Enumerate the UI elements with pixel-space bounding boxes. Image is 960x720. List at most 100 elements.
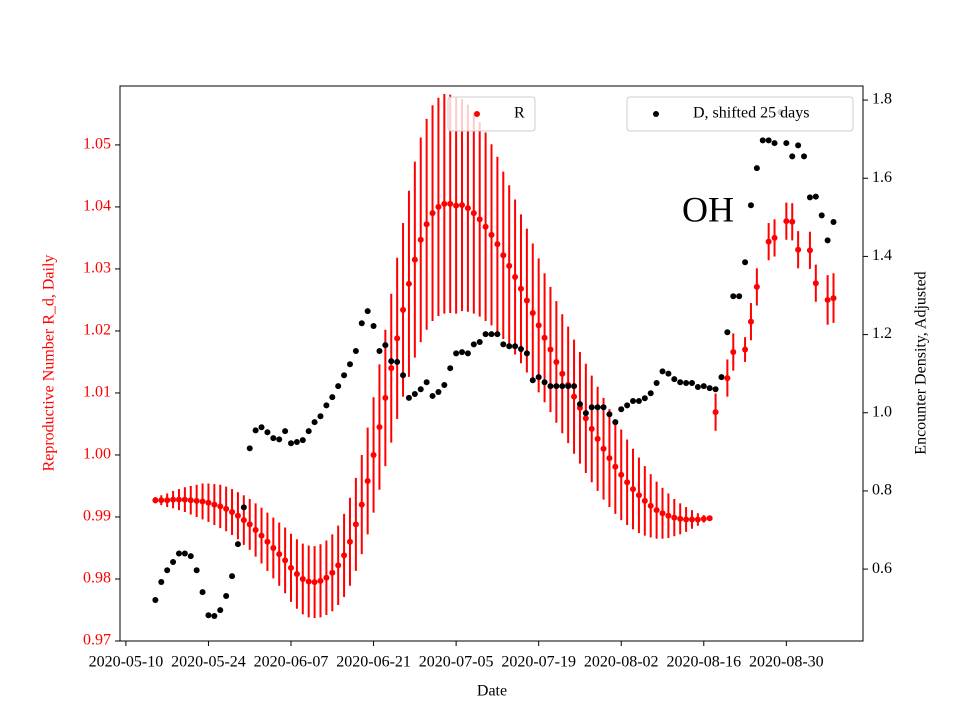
point [417,386,424,393]
point [724,329,731,336]
point [187,553,194,560]
point [476,339,483,346]
point [529,377,536,384]
point [653,380,660,387]
point [364,478,371,485]
point [240,504,247,511]
point [323,402,330,409]
y-tick-label: 1.05 [83,136,111,153]
point [264,538,271,545]
point [405,394,412,401]
point [588,404,595,411]
point [341,372,348,379]
point [305,578,312,585]
point [795,142,802,149]
point [647,502,654,509]
point [417,236,424,243]
annotation: OH [682,189,734,229]
point [600,404,607,411]
point [730,293,737,300]
y2-tick-label: 1.4 [872,247,892,264]
point [818,212,825,219]
point [517,346,524,353]
point [346,538,353,545]
point [459,202,466,209]
x-tick-label: 2020-07-19 [501,654,576,671]
point [742,259,749,266]
point [688,516,695,523]
point [671,376,678,383]
point [618,471,625,478]
point [341,552,348,559]
point [765,137,772,144]
point [812,280,819,287]
y-tick-label: 0.99 [83,508,111,525]
point [506,262,513,269]
x-tick-label: 2020-08-30 [749,654,824,671]
legend-label: D, shifted 25 days [693,105,809,122]
point [706,385,713,392]
point [211,612,218,619]
point [512,273,519,280]
point [688,380,695,387]
point [506,343,513,350]
point [535,374,542,381]
point [158,578,165,585]
point [299,575,306,582]
point [175,496,182,503]
point [246,521,253,528]
point [724,375,731,382]
legend-marker [653,111,659,117]
point [683,380,690,387]
point [824,237,831,244]
point [252,527,259,533]
point [170,496,177,503]
x-tick-label: 2020-07-05 [419,654,494,671]
point [547,346,554,353]
point [240,517,247,524]
point [305,428,312,435]
legend-box [626,96,854,132]
point [765,238,772,245]
x-tick-label: 2020-08-16 [666,654,741,671]
point [382,394,389,401]
point [311,419,318,426]
point [559,370,566,377]
y-tick-label: 1.04 [83,198,111,215]
point [411,256,418,263]
y2-tick-label: 1.8 [872,91,892,108]
point [494,331,501,338]
point [718,374,725,381]
point [789,153,796,160]
point [630,398,637,405]
point [541,379,548,386]
point [759,137,766,144]
point [329,394,336,401]
point [535,322,542,329]
point [217,503,224,510]
point [388,358,395,365]
point [736,293,743,300]
point [494,241,501,248]
x-tick-label: 2020-06-07 [254,654,329,671]
point [358,320,365,327]
point [771,140,778,147]
y-tick-label: 0.97 [83,632,111,649]
point [376,424,383,431]
point [830,219,837,226]
point [571,383,578,390]
point [335,562,342,569]
point [258,424,265,431]
point [517,285,524,292]
point [276,551,283,558]
point [824,296,831,303]
point [288,564,295,571]
point [382,342,389,349]
point [541,334,548,341]
point [606,455,613,462]
point [700,515,707,522]
point [694,516,701,523]
point [423,221,430,228]
x-tick-label: 2020-05-24 [171,654,246,671]
